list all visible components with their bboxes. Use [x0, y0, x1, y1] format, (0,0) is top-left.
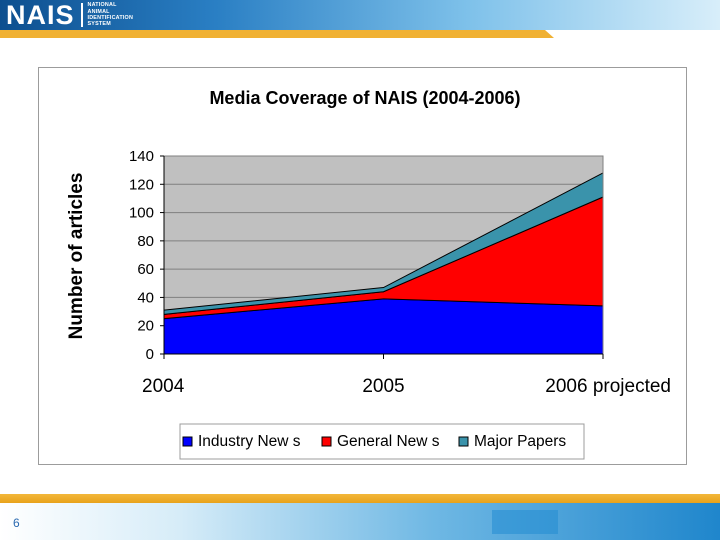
x-tick-label: 2006 projected: [545, 376, 671, 397]
logo-subtitle-line: SYSTEM: [87, 21, 111, 28]
y-tick-label: 100: [129, 205, 154, 222]
logo-divider: [80, 3, 83, 27]
logo-subtitle-line: IDENTIFICATION: [87, 15, 134, 21]
y-tick-label: 140: [129, 148, 154, 165]
y-tick-label: 120: [129, 176, 154, 193]
footer-decoration: [492, 510, 558, 534]
chart-frame: Media Coverage of NAIS (2004-2006) Numbe…: [38, 67, 687, 465]
logo-subtitle-line: ANIMAL: [87, 8, 110, 15]
area-chart: Media Coverage of NAIS (2004-2006) Numbe…: [66, 88, 671, 460]
logo-wordmark: NAIS: [6, 0, 75, 30]
legend-label: Industry New s: [198, 433, 301, 450]
chart-legend: [179, 423, 585, 460]
y-tick-label: 0: [146, 346, 154, 363]
page-number: 6: [13, 516, 20, 530]
nais-logo: NAIS NATIONAL ANIMAL IDENTIFICATION SYST…: [6, 0, 133, 30]
legend-swatch: [321, 436, 332, 447]
chart-title: Media Coverage of NAIS (2004-2006): [209, 88, 520, 108]
header-band: [0, 0, 720, 30]
x-tick-label: 2005: [362, 376, 404, 397]
logo-subtitle: NATIONAL ANIMAL IDENTIFICATION SYSTEM: [88, 2, 134, 27]
legend-label: General New s: [337, 433, 440, 450]
logo-subtitle-line: NATIONAL: [87, 2, 117, 9]
footer-accent-stripe: [0, 494, 720, 503]
y-tick-label: 20: [137, 318, 154, 335]
y-tick-label: 80: [137, 233, 154, 250]
footer-band: [0, 503, 720, 540]
y-tick-label: 40: [137, 289, 154, 306]
header-accent-stripe: [0, 30, 554, 38]
legend-swatch: [458, 436, 469, 447]
y-axis-label: Number of articles: [66, 173, 87, 340]
legend-swatch: [182, 436, 193, 447]
x-tick-label: 2004: [142, 376, 185, 397]
legend-label: Major Papers: [474, 433, 566, 450]
y-tick-label: 60: [137, 261, 154, 278]
